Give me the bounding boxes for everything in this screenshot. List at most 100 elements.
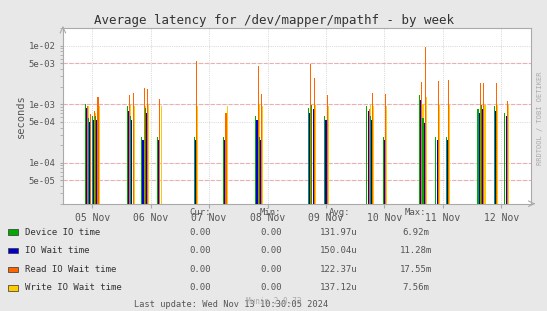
Bar — [159, 99, 160, 204]
Bar — [311, 105, 312, 204]
Bar — [196, 61, 197, 204]
Bar — [446, 137, 447, 204]
Text: Average latency for /dev/mapper/mpathf - by week: Average latency for /dev/mapper/mpathf -… — [94, 14, 453, 27]
Text: 150.04u: 150.04u — [321, 246, 358, 255]
Text: 131.97u: 131.97u — [321, 228, 358, 236]
Y-axis label: seconds: seconds — [16, 94, 26, 138]
Bar — [325, 120, 327, 204]
Bar — [91, 116, 92, 204]
Bar — [132, 93, 133, 204]
Text: 0.00: 0.00 — [189, 265, 211, 274]
Text: Munin 2.0.73: Munin 2.0.73 — [246, 297, 301, 306]
Bar — [260, 141, 261, 204]
Bar — [366, 106, 368, 204]
Bar — [129, 95, 130, 204]
Bar — [131, 120, 132, 204]
Bar — [386, 106, 387, 204]
Text: IO Wait time: IO Wait time — [25, 246, 89, 255]
Text: Cur:: Cur: — [189, 207, 211, 216]
Bar — [485, 105, 486, 204]
Bar — [158, 141, 159, 204]
Bar — [93, 120, 94, 204]
Text: 7.56m: 7.56m — [402, 284, 429, 292]
Bar — [437, 141, 438, 204]
Bar — [508, 105, 509, 204]
Bar — [261, 94, 262, 204]
Bar — [87, 106, 88, 204]
Bar — [448, 80, 449, 204]
Bar — [496, 83, 497, 204]
Text: 0.00: 0.00 — [189, 284, 211, 292]
Bar — [479, 113, 480, 204]
Text: 0.00: 0.00 — [260, 246, 282, 255]
Bar — [96, 120, 97, 204]
Bar — [480, 83, 481, 204]
Text: 0.00: 0.00 — [189, 228, 211, 236]
Bar — [505, 116, 507, 204]
Bar — [145, 108, 146, 204]
Bar — [435, 137, 437, 204]
Bar — [311, 105, 312, 204]
Bar — [438, 81, 439, 204]
Bar — [144, 88, 145, 204]
Bar — [255, 116, 257, 204]
Bar — [223, 137, 224, 204]
Bar — [128, 111, 129, 204]
Bar — [504, 113, 505, 204]
Bar — [258, 66, 259, 204]
Bar — [161, 106, 162, 204]
Bar — [421, 82, 422, 204]
Bar — [130, 105, 131, 204]
Bar — [98, 106, 100, 204]
Text: Write IO Wait time: Write IO Wait time — [25, 284, 121, 292]
Text: 0.00: 0.00 — [189, 246, 211, 255]
Text: 11.28m: 11.28m — [400, 246, 432, 255]
Text: 0.00: 0.00 — [260, 265, 282, 274]
Text: Avg:: Avg: — [328, 207, 350, 216]
Bar — [145, 106, 146, 204]
Bar — [422, 104, 423, 204]
Bar — [146, 113, 147, 204]
Bar — [225, 113, 226, 204]
Bar — [495, 111, 496, 204]
Text: 0.00: 0.00 — [260, 228, 282, 236]
Text: 122.37u: 122.37u — [321, 265, 358, 274]
Bar — [371, 120, 372, 204]
Bar — [308, 108, 309, 204]
Bar — [447, 141, 448, 204]
Bar — [372, 93, 373, 204]
Bar — [148, 105, 149, 204]
Bar — [86, 108, 87, 204]
Text: Device IO time: Device IO time — [25, 228, 100, 236]
Text: 6.92m: 6.92m — [402, 228, 429, 236]
Bar — [259, 137, 260, 204]
Bar — [224, 141, 225, 204]
Bar — [422, 118, 423, 204]
Bar — [327, 95, 328, 204]
Bar — [481, 105, 482, 204]
Bar — [133, 106, 135, 204]
Bar — [226, 106, 228, 204]
Bar — [314, 78, 315, 204]
Text: Max:: Max: — [405, 207, 427, 216]
Text: 137.12u: 137.12u — [321, 284, 358, 292]
Bar — [368, 111, 369, 204]
Bar — [370, 116, 371, 204]
Bar — [259, 104, 260, 204]
Bar — [194, 137, 195, 204]
Bar — [328, 106, 329, 204]
Bar — [91, 116, 92, 204]
Bar — [309, 113, 310, 204]
Text: Min:: Min: — [260, 207, 282, 216]
Bar — [310, 64, 311, 204]
Bar — [89, 122, 90, 204]
Bar — [195, 141, 196, 204]
Bar — [157, 137, 158, 204]
Bar — [94, 111, 95, 204]
Bar — [419, 95, 420, 204]
Bar — [482, 109, 483, 204]
Bar — [439, 105, 440, 204]
Bar — [315, 105, 316, 204]
Bar — [147, 89, 148, 204]
Bar — [312, 109, 313, 204]
